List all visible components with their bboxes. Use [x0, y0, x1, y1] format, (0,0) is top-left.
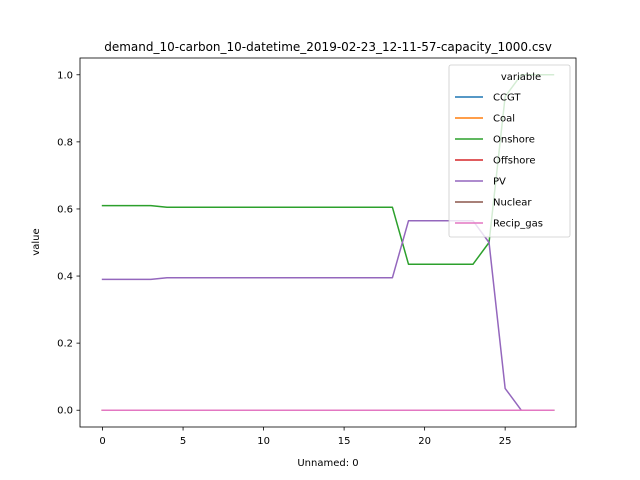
legend-label-coal: Coal: [493, 114, 515, 125]
legend-items: CCGT Coal Onshore Offshore PV Nuclear Recip_ga…: [455, 93, 543, 230]
series-line-onshore: [101, 74, 555, 266]
legend-label-onshore: Onshore: [493, 135, 535, 146]
y-tick-label: 1.0: [57, 70, 73, 81]
legend-label-recip-gas: Recip_gas: [493, 219, 543, 230]
legend-label-pv: PV: [493, 177, 506, 188]
legend-label-nuclear: Nuclear: [493, 198, 532, 209]
y-tick-label: 0.6: [57, 204, 73, 215]
legend-title: variable: [501, 72, 541, 83]
legend: variable CCGT Coal Onshore Offshore PV Nuclea…: [448, 64, 571, 238]
x-axis-label: Unnamed: 0: [297, 458, 358, 469]
chart-title: demand_10-carbon_10-datetime_2019-02-23_…: [104, 40, 552, 54]
series-lines: [101, 74, 555, 411]
x-tick-label: 0: [99, 436, 105, 447]
y-axis-ticks: 0.0 0.2 0.4 0.6 0.8 1.0: [57, 70, 80, 417]
legend-label-ccgt: CCGT: [493, 93, 521, 104]
legend-box: [448, 64, 571, 238]
y-axis-label: value: [31, 228, 42, 255]
y-tick-label: 0.4: [57, 272, 73, 283]
y-tick-label: 0.0: [57, 406, 73, 417]
x-tick-label: 20: [418, 436, 431, 447]
x-axis-ticks: 0 5 10 15 20 25: [99, 427, 512, 447]
legend-label-offshore: Offshore: [493, 156, 535, 167]
x-tick-label: 25: [499, 436, 512, 447]
x-tick-label: 5: [180, 436, 186, 447]
x-tick-label: 10: [257, 436, 270, 447]
plot-frame: [79, 57, 577, 428]
y-tick-label: 0.8: [57, 137, 73, 148]
y-tick-label: 0.2: [57, 339, 73, 350]
x-tick-label: 15: [338, 436, 351, 447]
